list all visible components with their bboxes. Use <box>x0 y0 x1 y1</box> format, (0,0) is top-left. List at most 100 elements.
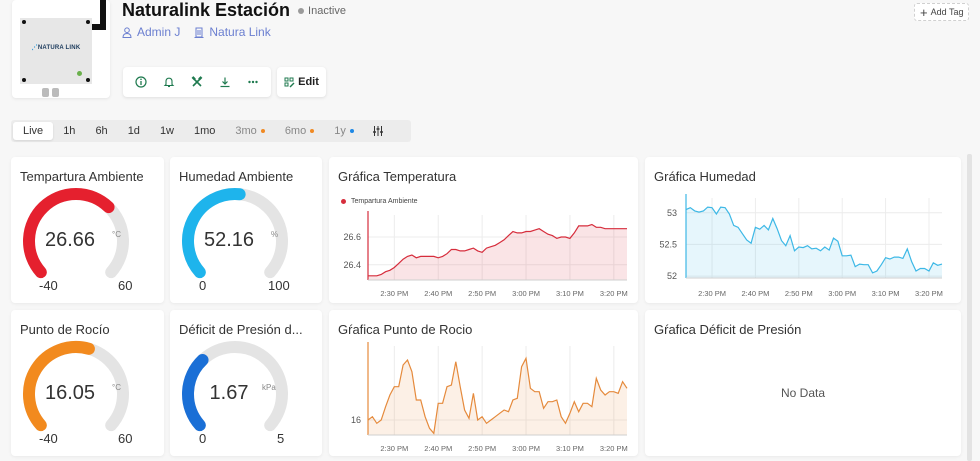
device-meta: Admin J Natura Link <box>122 25 285 39</box>
x-tick-label: 2:50 PM <box>468 444 496 453</box>
x-tick-label: 3:00 PM <box>512 444 540 453</box>
y-tick-label: 52 <box>667 271 677 281</box>
range-option-1w[interactable]: 1w <box>150 122 184 140</box>
x-tick-label: 3:00 PM <box>828 289 856 298</box>
screw-dot <box>22 20 26 24</box>
device-enclosure: ⋰NATURA LINK <box>20 18 92 84</box>
range-label: 3mo <box>235 125 257 137</box>
temperature-chart[interactable]: 2:30 PM 2:40 PM 2:50 PM 3:00 PM 3:10 PM 3:20 … <box>329 157 638 303</box>
info-icon <box>135 76 147 88</box>
gauge-value: 1.67 <box>209 382 249 404</box>
chart-card-dew-point[interactable]: Gŕafica Punto de Rocio 2:30 PM 2:40 PM 2:5… <box>329 310 638 456</box>
gauge-unit: °C <box>112 383 121 392</box>
gauge-arc <box>182 341 288 432</box>
chart-title: Gráfica Humedad <box>654 169 756 184</box>
gauge-card-temperature[interactable]: Tempartura Ambiente 26.66 °C -40 60 <box>11 157 164 303</box>
bell-icon <box>163 77 175 88</box>
tools-button[interactable] <box>186 71 208 93</box>
range-option-1mo[interactable]: 1mo <box>184 122 225 140</box>
gauge-card-vpd[interactable]: Déficit de Presión d... 1.67 kPa 0 5 <box>170 310 322 456</box>
gauge-min: 0 <box>199 278 207 293</box>
x-tick-label: 2:50 PM <box>785 289 813 298</box>
y-tick-label: 26.4 <box>343 260 361 270</box>
gauge-max: 60 <box>118 431 133 446</box>
range-label: Live <box>23 125 44 137</box>
range-label: 1y <box>334 125 346 137</box>
mount-bracket-foot <box>90 24 106 30</box>
range-option-1h[interactable]: 1h <box>53 122 85 140</box>
x-tick-label: 2:30 PM <box>698 289 726 298</box>
chart-title: Gráfica Temperatura <box>338 169 457 184</box>
range-settings-button[interactable] <box>364 122 392 140</box>
gauge-unit: kPa <box>262 383 276 392</box>
range-option-6mo[interactable]: 6mo <box>275 122 324 140</box>
gauge-max: 60 <box>118 278 133 293</box>
x-tick-label: 2:50 PM <box>468 289 496 298</box>
range-option-6h[interactable]: 6h <box>85 122 117 140</box>
gauge-arc <box>182 188 288 279</box>
humidity-chart[interactable]: 2:30 PM 2:40 PM 2:50 PM 3:00 PM 3:10 PM 3:20 … <box>645 157 961 303</box>
building-icon <box>194 27 204 38</box>
x-tick-label: 3:10 PM <box>556 444 584 453</box>
time-range-selector: Live 1h 6h 1d 1w 1mo 3mo 6mo 1y <box>11 120 411 142</box>
gauge-min: 0 <box>199 431 207 446</box>
area-fill <box>368 224 627 280</box>
x-tick-label: 3:20 PM <box>915 289 943 298</box>
range-option-1d[interactable]: 1d <box>118 122 150 140</box>
device-logo-text: NATURA LINK <box>37 45 81 51</box>
gauge-card-humidity[interactable]: Humedad Ambiente 52.16% 0 100 <box>170 157 322 303</box>
info-button[interactable] <box>130 71 152 93</box>
range-option-1y[interactable]: 1y <box>324 122 364 140</box>
area-fill <box>686 207 942 278</box>
x-tick-label: 2:40 PM <box>424 289 452 298</box>
owner-link[interactable]: Admin J <box>122 25 180 39</box>
gauge-card-dew-point[interactable]: Punto de Rocío 16.05 °C -40 60 <box>11 310 164 456</box>
data-availability-dot <box>310 129 315 133</box>
gauge-min: -40 <box>39 278 58 293</box>
x-tick-label: 3:20 PM <box>600 289 628 298</box>
gauge-unit: % <box>271 230 279 239</box>
screw-dot <box>22 78 26 82</box>
download-button[interactable] <box>214 71 236 93</box>
chart-title: Gŕafica Déficit de Presión <box>654 322 802 337</box>
range-option-Live[interactable]: Live <box>13 122 54 140</box>
range-label: 1w <box>159 125 174 137</box>
chart-legend[interactable]: Tempartura Ambiente <box>341 198 418 205</box>
edit-button[interactable]: Edit <box>277 67 326 97</box>
chart-card-vpd[interactable]: Gŕafica Déficit de Presión No Data <box>645 310 961 456</box>
data-availability-dot <box>349 129 354 133</box>
download-icon <box>220 77 230 88</box>
edit-icon <box>284 77 295 87</box>
y-tick-label: 52.5 <box>659 239 677 249</box>
alerts-button[interactable] <box>158 71 180 93</box>
x-tick-label: 2:40 PM <box>424 444 452 453</box>
y-tick-label: 53 <box>667 208 677 218</box>
chart-card-temperature[interactable]: Gráfica Temperatura Tempartura Ambiente … <box>329 157 638 303</box>
y-tick-label: 16 <box>351 415 361 425</box>
y-tick-label: 26.6 <box>343 232 361 242</box>
add-tag-label: Add Tag <box>930 7 964 17</box>
organization-name: Natura Link <box>209 25 271 39</box>
x-tick-label: 3:20 PM <box>600 444 628 453</box>
legend-label: Tempartura Ambiente <box>351 198 418 205</box>
add-tag-button[interactable]: + Add Tag <box>914 3 970 21</box>
organization-link[interactable]: Natura Link <box>194 25 271 39</box>
dew-point-chart[interactable]: 2:30 PM 2:40 PM 2:50 PM 3:00 PM 3:10 PM 3:20 … <box>329 310 638 456</box>
sliders-icon <box>372 126 383 136</box>
gauge-value: 26.66 <box>44 229 96 251</box>
plus-icon: + <box>920 4 928 20</box>
tools-icon <box>191 76 203 87</box>
range-label: 6h <box>95 125 108 137</box>
scrollbar[interactable] <box>967 154 972 461</box>
series-line <box>685 206 943 274</box>
range-option-3mo[interactable]: 3mo <box>225 122 274 140</box>
mount-bracket <box>100 0 106 30</box>
series-line <box>367 356 628 435</box>
gauge-title: Tempartura Ambiente <box>20 169 144 184</box>
title-row: Naturalink Estación Inactive <box>122 0 346 21</box>
chart-card-humidity[interactable]: Gráfica Humedad 2:30 PM 2:40 PM 2:50 PM 3:0… <box>645 157 961 303</box>
status-led <box>77 71 82 76</box>
more-button[interactable] <box>242 71 264 93</box>
gauge-title: Déficit de Presión d... <box>179 322 303 337</box>
